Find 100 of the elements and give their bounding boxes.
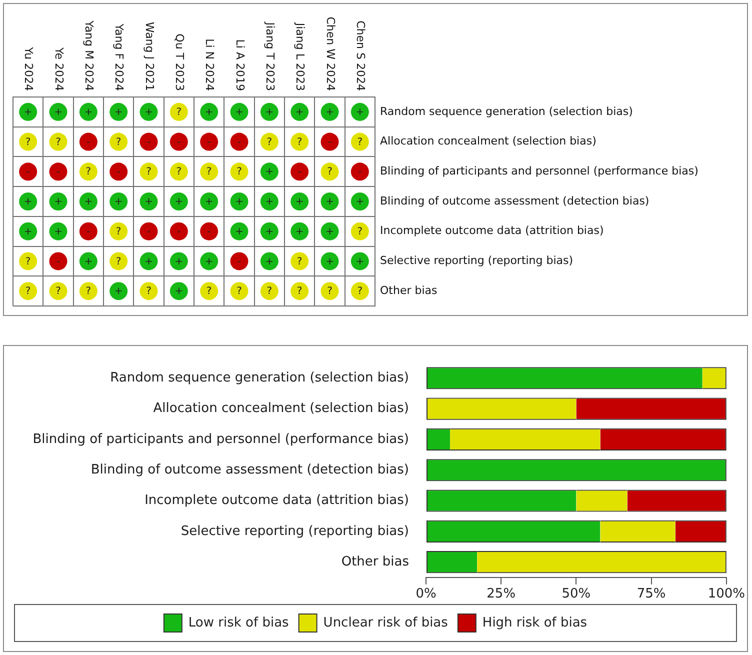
text: + (144, 196, 153, 208)
text: - (56, 256, 60, 268)
text: - (177, 136, 181, 148)
y-tick-label: Other bias (380, 284, 438, 297)
text: + (204, 256, 214, 268)
x-tick-label: Chen S 2024 (354, 20, 368, 91)
text: + (295, 226, 304, 238)
y-tick-label: Incomplete outcome data (attrition bias) (144, 493, 409, 508)
text: + (24, 107, 32, 118)
text: + (144, 256, 153, 268)
x-tick-label: 50% (562, 586, 591, 602)
y-tick-label: Selective reporting (reporting bias) (180, 524, 409, 539)
x-tick-label: Jiang T 2023 (264, 21, 277, 91)
text: + (235, 107, 244, 118)
text: + (356, 256, 364, 268)
y-tick-label: Random sequence generation (selection bias) (110, 370, 409, 386)
y-tick-label: Blinding of outcome assessment (detection bias) (380, 194, 650, 208)
text: + (114, 286, 123, 298)
text: ? (357, 136, 363, 148)
y-tick-label: Random sequence generation (selection bias) (380, 104, 633, 118)
text: + (356, 107, 364, 118)
y-tick-label: Blinding of participants and personnel (performance bias) (380, 164, 698, 178)
x-tick-label: 100% (708, 586, 746, 602)
text: + (295, 196, 304, 208)
text: - (207, 226, 211, 238)
text: ? (176, 107, 182, 118)
text: ? (296, 136, 302, 148)
x-tick-label: 0% (416, 586, 436, 602)
text: + (356, 196, 364, 208)
x-tick-label: Ye 2024 (52, 46, 66, 91)
text: + (54, 196, 62, 208)
legend-label: Low risk of bias (188, 615, 290, 630)
text: ? (25, 286, 31, 298)
y-tick-label: Incomplete outcome data (attrition bias) (380, 224, 604, 238)
text: - (86, 136, 90, 148)
text: ? (236, 166, 242, 178)
x-tick-label: Chen W 2024 (324, 16, 337, 91)
text: + (174, 286, 184, 298)
x-tick-label: 75% (636, 586, 666, 602)
y-tick-label: Blinding of outcome assessment (detection bias) (90, 462, 409, 478)
text: + (204, 107, 214, 118)
text: - (237, 256, 242, 268)
text: ? (206, 166, 212, 178)
text: + (24, 226, 32, 238)
text: - (146, 136, 151, 148)
x-tick-label: Yang M 2024 (82, 20, 96, 91)
x-tick-label: 25% (486, 586, 516, 602)
text: - (328, 136, 332, 148)
y-tick-label: Blinding of participants and personnel (performance bias) (32, 432, 409, 447)
text: + (326, 256, 334, 268)
x-tick-label: Yu 2024 (22, 46, 36, 91)
text: ? (146, 166, 152, 178)
text: ? (296, 256, 302, 268)
x-tick-label: Jiang L 2023 (294, 22, 307, 91)
text: + (24, 196, 32, 208)
text: + (235, 226, 244, 238)
text: + (144, 107, 153, 118)
text: + (114, 107, 123, 118)
text: ? (266, 286, 272, 298)
text: ? (86, 286, 92, 298)
text: + (265, 107, 274, 118)
y-tick-label: Other bias (341, 554, 410, 570)
text: - (237, 136, 242, 148)
text: + (174, 256, 184, 268)
text: ? (296, 286, 302, 298)
x-tick-label: Wang J 2021 (142, 22, 156, 91)
x-tick-label: Li A 2019 (233, 39, 246, 91)
text: + (84, 256, 93, 268)
text: ? (56, 136, 61, 148)
y-tick-label: Selective reporting (reporting bias) (380, 254, 574, 268)
text: - (146, 226, 151, 238)
text: + (204, 196, 214, 208)
text: + (54, 226, 62, 238)
text: - (358, 166, 362, 178)
text: - (177, 226, 181, 238)
legend-label: Unclear risk of bias (323, 615, 448, 630)
text: + (114, 196, 123, 208)
x-tick-label: Qu T 2023 (173, 34, 186, 91)
text: ? (86, 166, 92, 178)
text: ? (25, 256, 31, 268)
text: + (326, 226, 334, 238)
x-tick-label: Yang F 2024 (112, 22, 126, 91)
legend-label: High risk of bias (482, 615, 588, 630)
x-tick-label: Li N 2024 (203, 38, 216, 91)
text: ? (176, 166, 182, 178)
text: + (84, 107, 93, 118)
text: - (116, 166, 120, 178)
text: + (326, 196, 334, 208)
text: - (56, 166, 60, 178)
text: + (174, 196, 184, 208)
text: ? (116, 256, 122, 268)
text: + (326, 107, 334, 118)
text: + (265, 166, 274, 178)
text: ? (327, 286, 332, 298)
text: + (295, 107, 304, 118)
text: ? (116, 136, 122, 148)
text: + (265, 256, 274, 268)
text: + (54, 107, 62, 118)
text: + (265, 226, 274, 238)
text: ? (357, 226, 363, 238)
